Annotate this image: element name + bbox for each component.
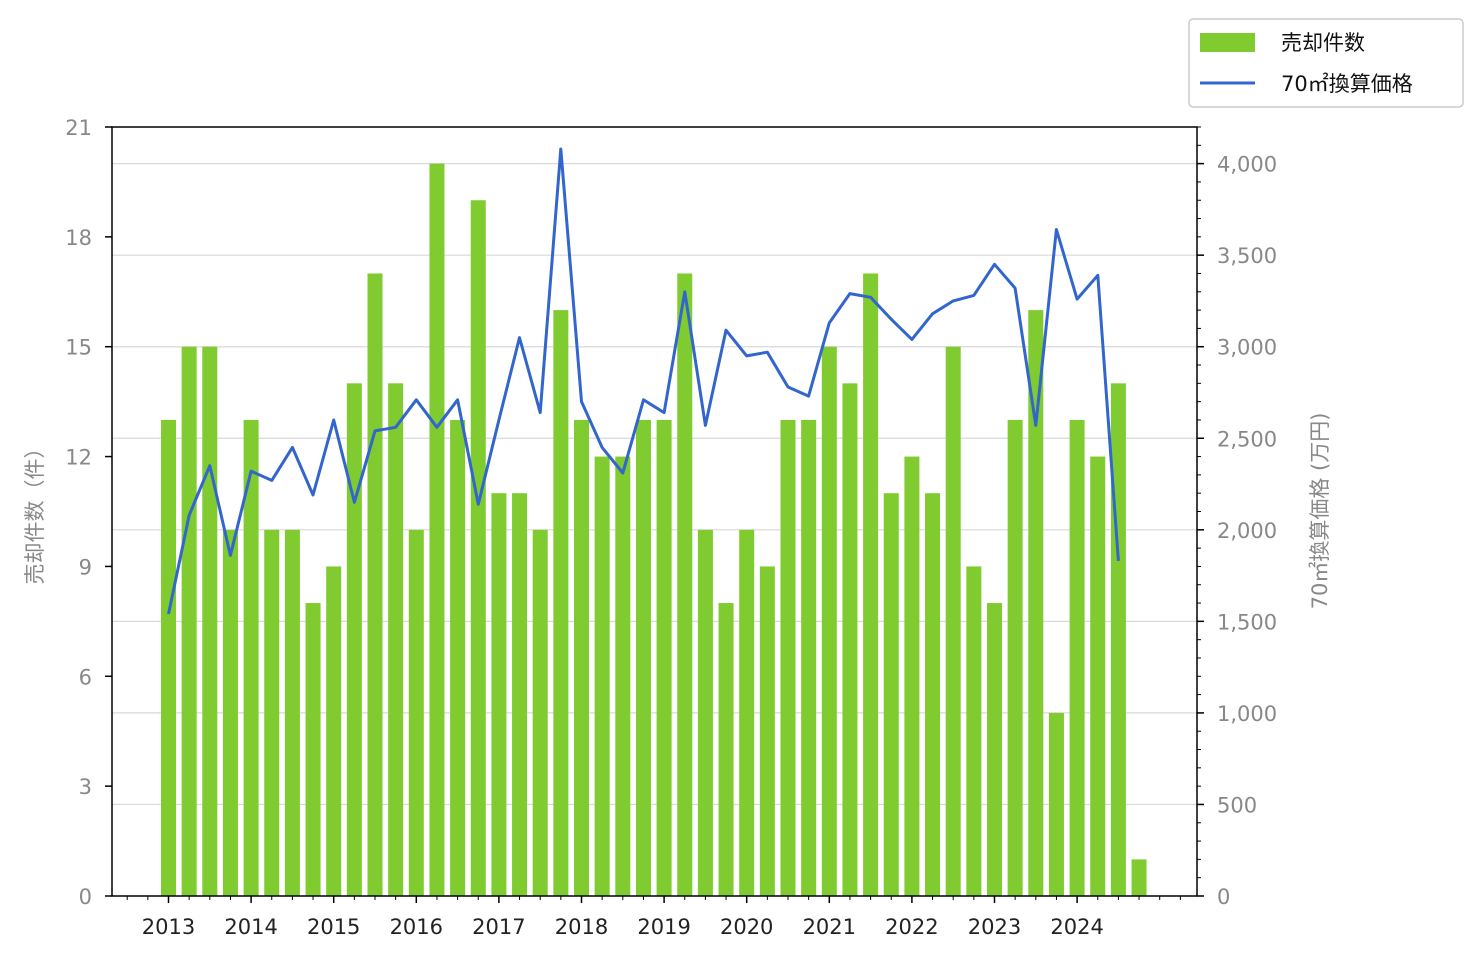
right-tick-label: 0	[1217, 885, 1230, 909]
bar	[1048, 712, 1064, 896]
bar	[553, 310, 569, 897]
bar	[1090, 456, 1106, 896]
bar	[945, 346, 961, 896]
left-tick-label: 6	[79, 665, 92, 689]
bar	[284, 529, 300, 896]
bar	[677, 273, 693, 896]
bar	[1028, 310, 1044, 897]
price-line	[167, 147, 1120, 615]
bar	[264, 529, 280, 896]
left-tick-label: 3	[79, 775, 92, 799]
left-tick-label: 15	[65, 336, 92, 360]
bar	[718, 603, 734, 896]
x-tick-label: 2021	[803, 915, 856, 939]
bar	[780, 419, 796, 896]
bar	[904, 456, 920, 896]
bar	[346, 383, 362, 896]
axes: 0 3 6 9 12 15 18 21 0 500 1,000 1,500 2,000 2,500 3,00…	[65, 116, 1277, 939]
bar	[925, 493, 941, 896]
right-axis-title: 70㎡換算価格 (万円)	[1308, 413, 1332, 610]
bar	[656, 419, 672, 896]
bar	[594, 456, 610, 896]
bar	[491, 493, 507, 896]
bar	[966, 566, 982, 896]
bar	[801, 419, 817, 896]
left-tick-label: 0	[79, 885, 92, 909]
bar	[821, 346, 837, 896]
bar	[305, 603, 321, 896]
bar	[863, 273, 879, 896]
right-tick-label: 1,500	[1217, 610, 1277, 634]
bar	[470, 200, 486, 896]
bar	[987, 603, 1002, 896]
bar	[615, 456, 631, 896]
bar	[450, 419, 466, 896]
legend-swatch-bars	[1200, 33, 1255, 52]
bar	[1131, 859, 1147, 896]
bar	[408, 529, 424, 896]
bar	[1007, 419, 1023, 896]
bar	[739, 529, 755, 896]
bar	[635, 419, 651, 896]
x-tick-label: 2013	[142, 915, 195, 939]
x-tick-label: 2018	[555, 915, 608, 939]
bar	[388, 383, 404, 896]
x-tick-label: 2016	[390, 915, 443, 939]
legend-label-line: 70㎡換算価格	[1281, 72, 1413, 96]
right-tick-label: 2,000	[1217, 519, 1277, 543]
bar	[243, 419, 259, 896]
bars	[161, 163, 1147, 897]
legend-box	[1188, 18, 1464, 108]
bar	[532, 529, 548, 896]
x-tick-label: 2015	[307, 915, 360, 939]
right-tick-label: 1,000	[1217, 702, 1277, 726]
bar	[1069, 419, 1085, 896]
bar	[326, 566, 342, 896]
x-tick-label: 2022	[885, 915, 938, 939]
bar	[367, 273, 383, 896]
x-tick-label: 2017	[472, 915, 525, 939]
right-tick-label: 4,000	[1217, 153, 1277, 177]
bar	[697, 529, 713, 896]
bar	[883, 493, 899, 896]
bar	[161, 419, 176, 896]
right-tick-label: 2,500	[1217, 427, 1277, 451]
price-line-layer	[167, 147, 1120, 615]
bar	[574, 419, 589, 896]
left-tick-label: 18	[65, 226, 92, 250]
left-tick-label: 21	[65, 116, 92, 140]
x-tick-label: 2024	[1050, 915, 1103, 939]
bar	[759, 566, 775, 896]
x-tick-label: 2019	[637, 915, 690, 939]
bar	[181, 346, 197, 896]
left-tick-label: 9	[79, 555, 92, 579]
x-tick-label: 2014	[224, 915, 277, 939]
left-tick-label: 12	[65, 446, 92, 470]
bar	[1110, 383, 1126, 896]
bar	[842, 383, 858, 896]
x-tick-label: 2023	[968, 915, 1021, 939]
right-tick-label: 3,500	[1217, 244, 1277, 268]
x-tick-label: 2020	[720, 915, 773, 939]
left-axis-title: 売却件数（件）	[23, 438, 47, 585]
legend: 売却件数 70㎡換算価格	[1188, 18, 1464, 108]
bar	[512, 493, 528, 896]
right-tick-label: 500	[1217, 793, 1257, 817]
bar	[429, 163, 445, 897]
right-tick-label: 3,000	[1217, 336, 1277, 360]
bar	[222, 529, 238, 896]
legend-label-bars: 売却件数	[1281, 31, 1365, 55]
bar	[202, 346, 218, 896]
